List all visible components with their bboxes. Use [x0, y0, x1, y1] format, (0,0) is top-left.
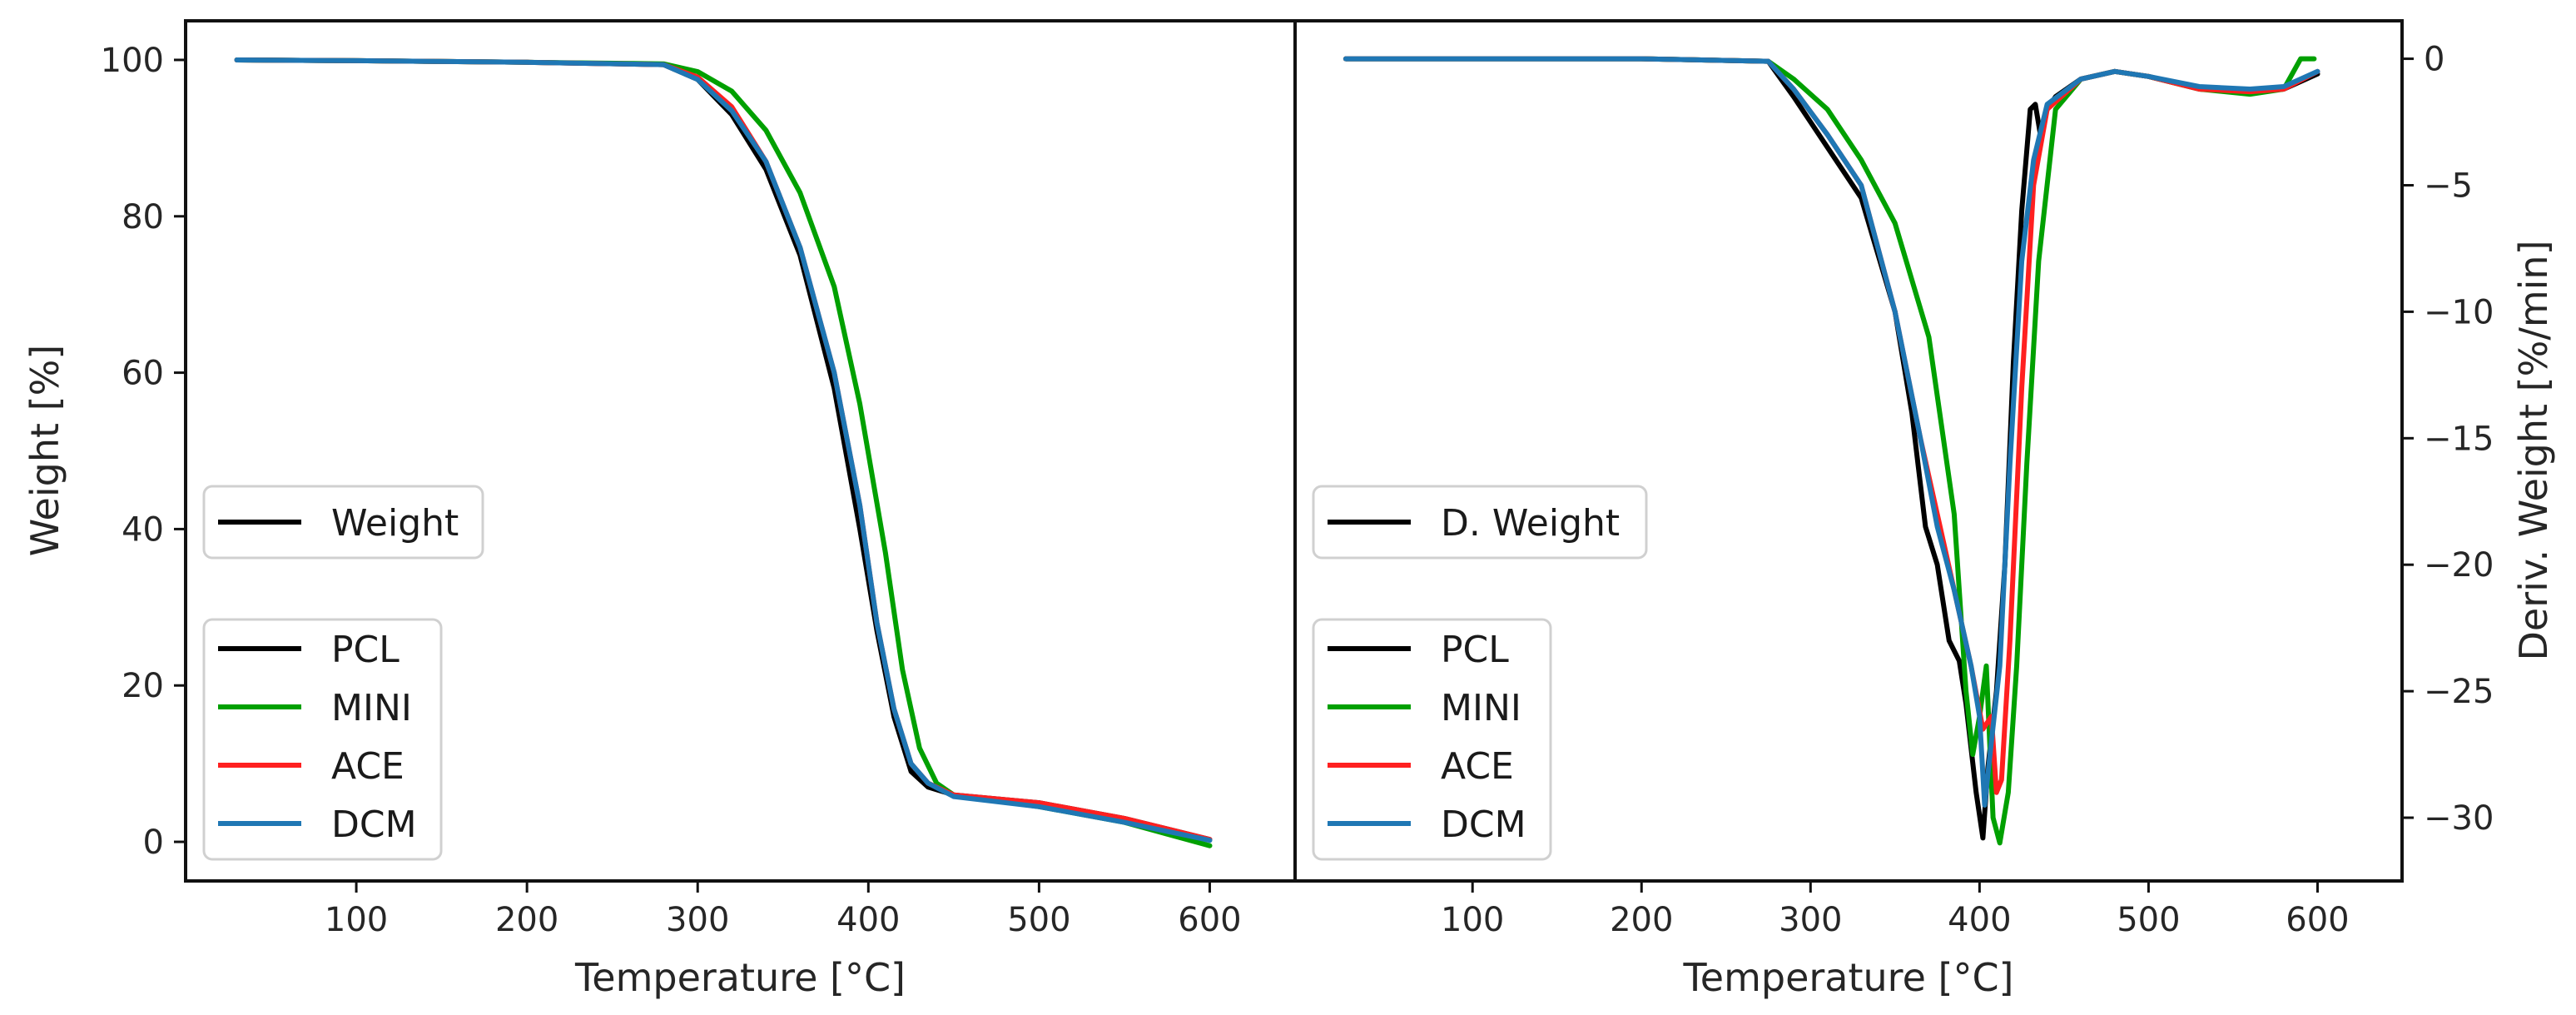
deriv-x-axis-label: Temperature [°C]	[1682, 955, 2013, 1000]
legend-label-d-weight: D. Weight	[1441, 502, 1620, 545]
deriv-series-group	[1343, 56, 2320, 846]
weight-x-axis-label: Temperature [°C]	[574, 955, 906, 1000]
weight-y-axis-label: Weight [%]	[22, 345, 67, 556]
deriv-series-dcm	[1343, 56, 2320, 808]
legend-label-mini: MINI	[331, 687, 412, 729]
weight-x-tick-label: 600	[1178, 901, 1241, 939]
weight-y-tick-label: 80	[122, 198, 164, 236]
weight-y-tick-label: 0	[143, 823, 164, 862]
weight-x-tick-label: 500	[1007, 901, 1070, 939]
weight-x-tick-label: 400	[836, 901, 900, 939]
weight-legend-top: Weight	[202, 485, 484, 560]
weight-y-tick-label: 100	[101, 42, 164, 80]
deriv-x-tick-label: 400	[1948, 901, 2011, 939]
weight-legend-bottom: PCL MINI ACE DCM	[202, 618, 443, 861]
deriv-y-tick-label: −15	[2424, 420, 2494, 458]
deriv-x-tick-label: 100	[1441, 901, 1504, 939]
weight-series-dcm	[234, 57, 1213, 843]
weight-legend-top-box	[202, 485, 484, 560]
legend-label-dcm: DCM	[331, 804, 417, 846]
legend-label-pcl: PCL	[1441, 629, 1509, 671]
deriv-y-tick-label: −5	[2424, 167, 2473, 205]
deriv-ticks-group: 100 200 300 400 500 600 0 −5 −10 −15 −20 −25 −30	[1441, 41, 2494, 939]
deriv-y-tick-label: −30	[2424, 799, 2494, 838]
legend-label-pcl: PCL	[331, 629, 400, 671]
legend-label-dcm: DCM	[1441, 804, 1526, 846]
deriv-x-tick-label: 300	[1779, 901, 1842, 939]
weight-x-tick-label: 200	[495, 901, 558, 939]
weight-panel: 100 200 300 400 500 600 0 20 40 60 80 100 Temperatu…	[22, 19, 1297, 1000]
weight-series-group	[234, 57, 1213, 848]
deriv-legend-bottom: PCL MINI ACE DCM	[1312, 618, 1552, 861]
legend-label-ace: ACE	[331, 745, 405, 788]
weight-x-tick-label: 300	[666, 901, 729, 939]
legend-label-weight: Weight	[331, 502, 459, 545]
deriv-y-tick-label: −25	[2424, 673, 2494, 711]
deriv-x-tick-label: 600	[2286, 901, 2349, 939]
weight-y-tick-label: 40	[122, 510, 164, 549]
deriv-y-tick-label: 0	[2424, 41, 2444, 79]
deriv-plot-frame	[1293, 19, 2404, 883]
deriv-legend-top-box	[1312, 485, 1648, 560]
legend-label-mini: MINI	[1441, 687, 1521, 729]
weight-y-tick-label: 60	[122, 355, 164, 393]
deriv-legend-bottom-box	[1312, 618, 1552, 861]
deriv-y-tick-label: −10	[2424, 293, 2494, 331]
weight-legend-bottom-box	[202, 618, 443, 861]
deriv-legend-top: D. Weight	[1312, 485, 1648, 560]
weight-y-tick-label: 20	[122, 667, 164, 705]
deriv-y-tick-label: −20	[2424, 546, 2494, 585]
legend-label-ace: ACE	[1441, 745, 1514, 788]
weight-x-tick-label: 100	[325, 901, 388, 939]
deriv-y-axis-label: Deriv. Weight [%/min]	[2511, 240, 2556, 660]
deriv-x-tick-label: 500	[2117, 901, 2180, 939]
deriv-panel: 100 200 300 400 500 600 0 −5 −10 −15 −20 −25 −30 Tem…	[1293, 19, 2556, 1000]
weight-ticks-group: 100 200 300 400 500 600 0 20 40 60 80 100	[101, 42, 1242, 939]
deriv-x-tick-label: 200	[1610, 901, 1673, 939]
